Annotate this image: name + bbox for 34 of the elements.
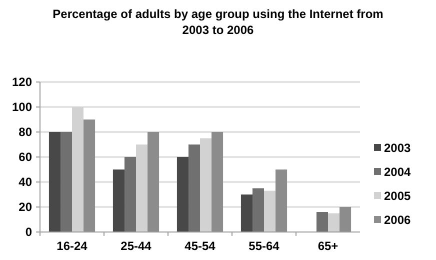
y-tick-label: 0 [25,225,32,240]
bar [188,144,200,232]
bar [84,120,96,232]
bar [340,207,352,232]
x-tick-label: 55-64 [248,239,280,253]
y-tick-label: 120 [12,75,32,90]
bar [148,132,160,232]
bar [316,212,328,232]
bar [276,170,288,232]
legend-label: 2006 [384,213,412,228]
y-tick-label: 40 [18,175,32,190]
bar [252,188,264,232]
x-tick-label: 25-44 [120,239,152,253]
y-tick-label: 60 [18,150,32,164]
bar [212,132,224,232]
y-tick-label: 80 [18,125,32,140]
legend-label: 2005 [384,189,412,204]
legend-label: 2003 [384,141,412,156]
bar [124,157,136,232]
bar [176,157,188,232]
x-tick-label: 45-54 [184,239,216,253]
bar [48,132,60,232]
x-tick-label: 65+ [318,239,338,253]
bar [60,132,72,232]
x-tick-label: 16-24 [56,239,88,253]
chart-title: Percentage of adults by age group using the Internet from 2003 to 2006 [52,7,384,37]
legend-label: 2004 [384,165,412,180]
bar [200,138,212,232]
bar [328,213,340,232]
bar [240,194,252,232]
bar [264,190,276,232]
y-tick-label: 100 [12,100,32,114]
y-tick-label: 20 [18,200,32,214]
bar [112,170,124,232]
